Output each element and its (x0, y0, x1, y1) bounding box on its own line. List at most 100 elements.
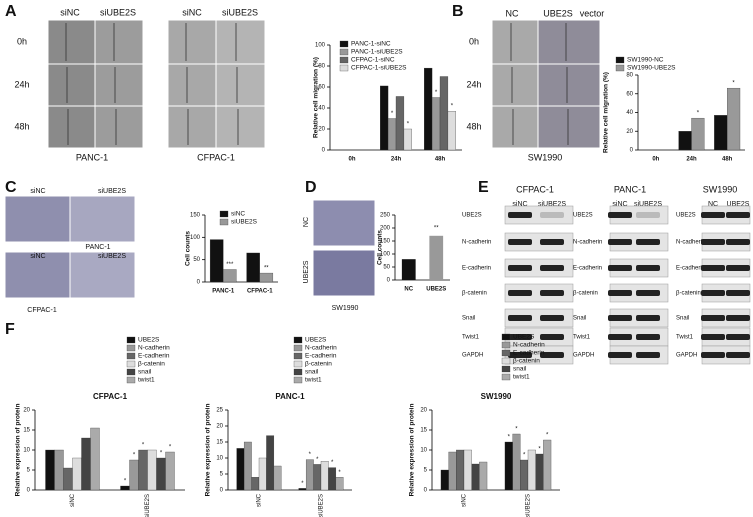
y-tick-label: 0 (27, 488, 31, 494)
y-tick-label: 20 (216, 424, 223, 430)
x-tick-label: 24h (686, 157, 697, 163)
blot-band (701, 334, 725, 340)
legend-swatch (219, 218, 229, 226)
protein-label: E-cadherin (676, 266, 705, 272)
blot-title: SW1990 (703, 184, 738, 194)
y-tick-label: 50 (383, 265, 390, 271)
caption: PANC-1 (85, 244, 110, 251)
legend-label: UBE2S (305, 337, 327, 344)
blot-band (636, 334, 660, 340)
caption: CFPAC-1 (197, 152, 235, 162)
bar (147, 449, 157, 491)
column-label: siNC (182, 7, 202, 17)
legend-swatch (293, 360, 303, 368)
blot-band (608, 352, 632, 358)
bar (463, 449, 472, 491)
significance-label: * (309, 452, 312, 458)
bar (156, 457, 166, 491)
legend-label: siUBE2S (231, 219, 258, 226)
x-tick-label: 48h (722, 157, 733, 163)
bar (266, 435, 275, 491)
legend-label: PANC-1-siUBE2S (351, 49, 403, 56)
micrograph (215, 19, 266, 65)
legend-swatch (293, 376, 303, 384)
blot-band (726, 334, 750, 340)
legend-label: UBE2S (513, 334, 535, 341)
micrograph (215, 63, 266, 107)
micrograph (167, 63, 217, 107)
micrograph (167, 105, 217, 149)
y-tick-label: 15 (216, 440, 223, 446)
blot-band (726, 212, 750, 218)
bar (440, 469, 449, 491)
bar (90, 427, 100, 491)
micrograph (312, 199, 376, 247)
lane-label: siNC (612, 201, 627, 208)
protein-label: N-cadherin (676, 240, 705, 246)
legend-swatch (293, 336, 303, 344)
x-tick-label: CFPAC-1 (247, 289, 273, 295)
y-tick-label: 15 (420, 428, 427, 434)
legend-label: twist1 (138, 377, 155, 384)
x-tick-label: siNC (70, 493, 76, 507)
bar (387, 118, 397, 151)
x-tick-label: 0h (348, 157, 355, 163)
significance-label: * (523, 453, 526, 459)
bar (129, 459, 139, 491)
protein-label: GAPDH (573, 353, 594, 359)
legend-label: E-cadherin (305, 353, 337, 360)
significance-label: ** (264, 266, 269, 272)
blot-band (508, 315, 532, 321)
blot-band (726, 239, 750, 245)
micrograph (167, 19, 217, 65)
legend-swatch (339, 48, 349, 56)
blot-band (701, 239, 725, 245)
y-tick-label: 0 (220, 488, 224, 494)
legend-swatch (501, 341, 511, 349)
bar (448, 451, 457, 491)
blot-band (508, 265, 532, 271)
blot-band (726, 352, 750, 358)
protein-label: E-cadherin (462, 266, 491, 272)
bar (246, 252, 260, 283)
blot-band (701, 212, 725, 218)
bar (259, 272, 274, 283)
protein-label: UBE2S (573, 213, 593, 219)
x-tick-label: NC (404, 287, 413, 293)
panel-letter: F (5, 321, 15, 338)
row-label: UBE2S (303, 260, 310, 283)
protein-label: β-catenin (462, 291, 487, 297)
y-axis-label: Relative cell migration (%) (603, 72, 610, 153)
row-label: 0h (17, 36, 27, 46)
panel-letter: E (478, 179, 489, 196)
significance-label: * (451, 104, 454, 110)
y-tick-label: 60 (626, 91, 633, 97)
micrograph (94, 19, 144, 65)
bar (520, 459, 529, 491)
x-tick-label: 48h (435, 157, 446, 163)
bar (678, 131, 692, 151)
bar (395, 96, 405, 151)
legend-swatch (126, 376, 136, 384)
bar (456, 449, 465, 491)
blot-band (608, 212, 632, 218)
blot-band (636, 352, 660, 358)
blot-title: PANC-1 (614, 184, 646, 194)
significance-label: * (515, 427, 518, 433)
legend-label: twist1 (513, 374, 530, 381)
bar (138, 449, 148, 491)
row-label: 48h (14, 121, 29, 131)
y-tick-label: 20 (420, 408, 427, 414)
legend-swatch (339, 56, 349, 64)
column-label: UBE2S (543, 8, 573, 18)
legend-label: siNC (231, 211, 245, 218)
significance-label: * (301, 481, 304, 487)
protein-label: UBE2S (676, 213, 696, 219)
blot-band (540, 265, 564, 271)
bar (120, 485, 130, 491)
legend-label: PANC-1-siNC (351, 41, 391, 48)
bar (714, 115, 728, 151)
y-tick-label: 100 (315, 43, 326, 49)
micrograph (94, 63, 144, 107)
